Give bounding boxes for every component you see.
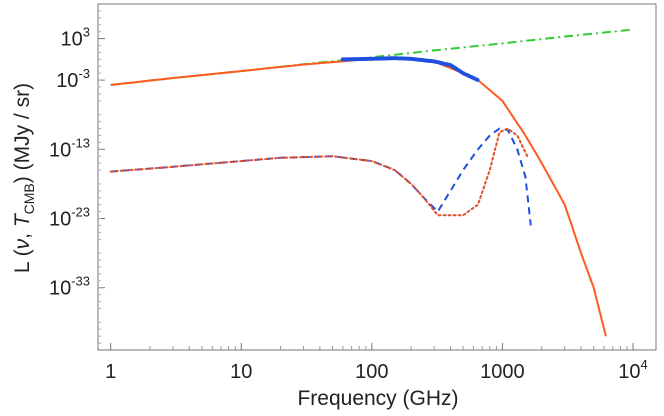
y-tick-label-4: 10-33 <box>49 274 90 300</box>
y-tick-label-base-4: 10 <box>49 278 71 300</box>
series-line-dotted-2 <box>340 56 480 83</box>
y-tick-label-exp-3: -23 <box>71 205 90 220</box>
y-axis-title-suffix: ) (MJy / sr) <box>11 83 34 183</box>
y-tick-label-base-1: 10 <box>56 70 78 92</box>
y-axis-title-nu: ν <box>11 238 34 249</box>
y-tick-label-1: 10-3 <box>56 66 90 92</box>
y-tick-label-base-2: 10 <box>49 139 71 161</box>
y-tick-label-base-0: 10 <box>61 29 83 51</box>
y-tick-label-2: 10-13 <box>49 135 90 161</box>
x-tick-label-base-2: 100 <box>355 361 388 383</box>
y-axis-title-comma: , <box>11 227 34 239</box>
x-tick-label-4: 104 <box>618 357 647 383</box>
plot-frame <box>97 3 657 351</box>
y-axis-title-subscript: CMB <box>21 183 37 214</box>
x-axis-title: Frequency (GHz) <box>297 387 458 410</box>
x-tick-label-exp-4: 4 <box>641 357 648 372</box>
series-line-dotted-4 <box>109 127 529 217</box>
y-axis-title-prefix: L ( <box>11 249 34 273</box>
x-tick-label-0: 1 <box>105 361 116 383</box>
y-tick-label-base-3: 10 <box>49 209 71 231</box>
y-tick-label-exp-2: -13 <box>71 135 90 150</box>
x-tick-label-2: 100 <box>355 361 388 383</box>
x-axis-ticks: 1 10 100 1000 104 <box>105 343 648 383</box>
x-tick-label-base-4: 10 <box>618 361 640 383</box>
x-tick-label-base-3: 1000 <box>480 361 525 383</box>
series-line-solid-1 <box>110 57 607 337</box>
x-tick-label-3: 1000 <box>480 361 525 383</box>
x-tick-label-base-1: 10 <box>230 361 252 383</box>
x-tick-label-base-0: 1 <box>105 361 116 383</box>
y-axis-title-t: T <box>11 212 34 227</box>
x-tick-label-1: 10 <box>230 361 252 383</box>
y-tick-label-exp-4: -33 <box>71 274 90 289</box>
y-tick-label-exp-1: -3 <box>78 66 90 81</box>
y-axis-title: L (ν, TCMB) (MJy / sr) <box>11 83 37 273</box>
y-tick-label-exp-0: 3 <box>83 25 90 40</box>
y-tick-label-3: 10-23 <box>49 205 90 231</box>
series-layer <box>109 28 634 337</box>
y-tick-label-0: 103 <box>61 25 90 51</box>
